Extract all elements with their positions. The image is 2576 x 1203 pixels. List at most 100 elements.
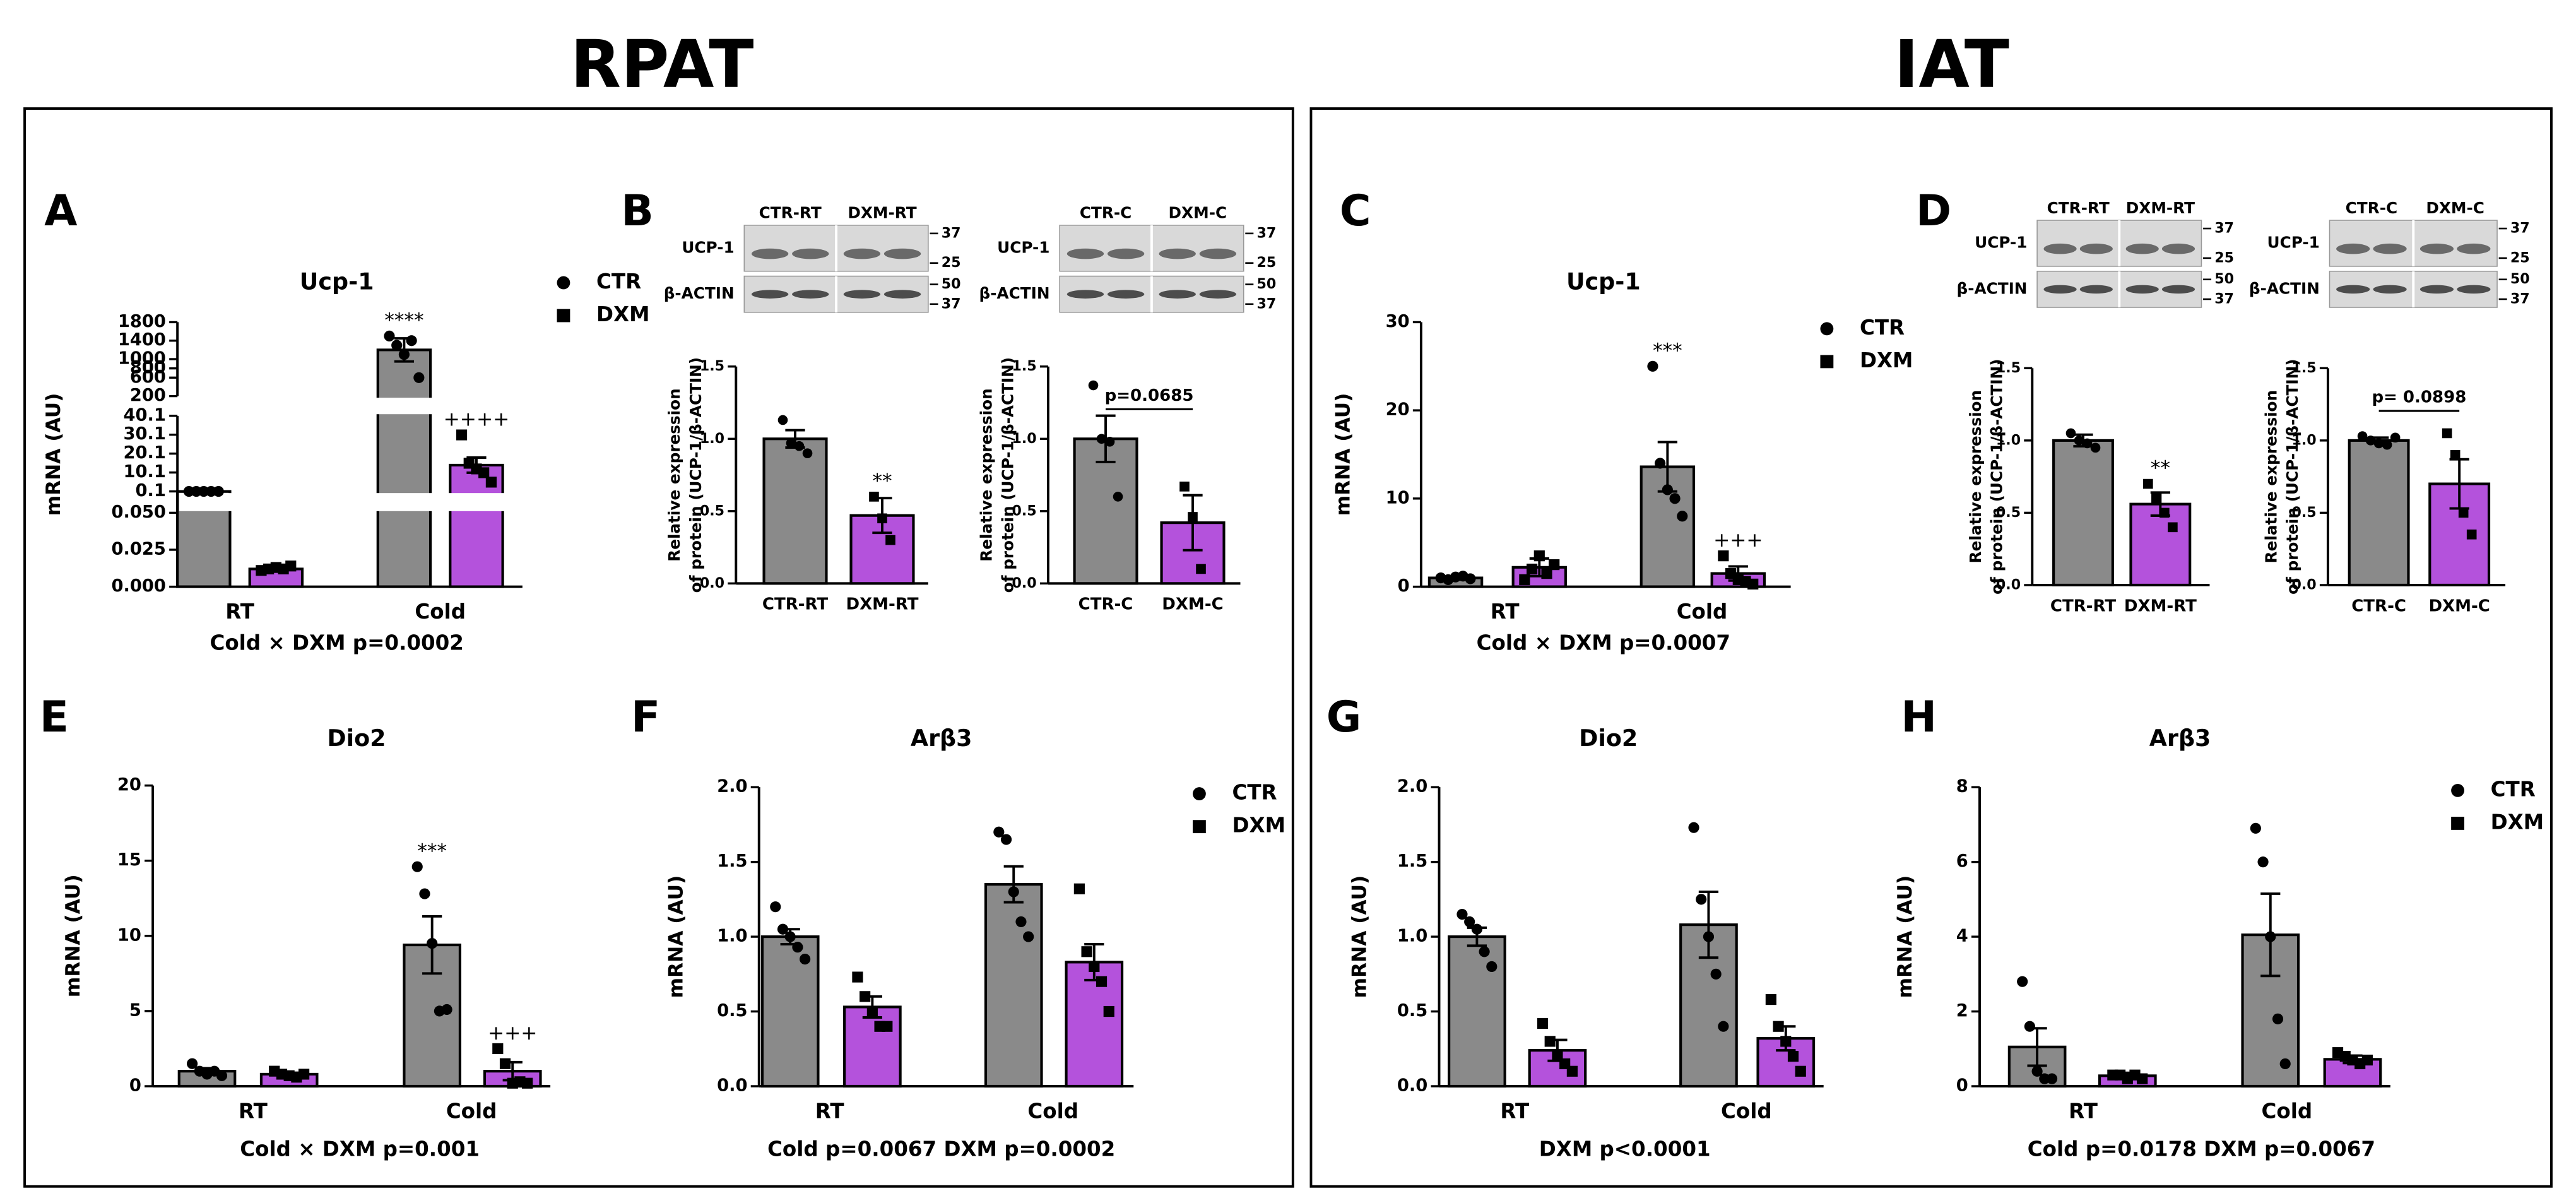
data-point xyxy=(1088,380,1099,391)
data-point xyxy=(2442,428,2452,439)
size-marker: 50 xyxy=(1257,276,1277,292)
blot-band xyxy=(2419,285,2454,294)
blot-band xyxy=(792,290,829,299)
data-point xyxy=(1795,1065,1806,1077)
data-point xyxy=(2074,436,2084,446)
blot-band xyxy=(751,248,789,259)
significance-label: +++ xyxy=(1713,529,1763,552)
x-tick-label: CTR-C xyxy=(1078,595,1133,614)
data-point xyxy=(1081,946,1092,957)
blot-band xyxy=(2336,243,2370,254)
x-tick-label: DXM-RT xyxy=(846,595,919,614)
legend-label: DXM xyxy=(596,302,649,326)
blot-band xyxy=(1199,290,1237,299)
y-tick-label: 2 xyxy=(1956,1001,1968,1021)
y-tick-label: 2.0 xyxy=(1397,777,1427,797)
data-point xyxy=(2137,1073,2148,1084)
legend-marker xyxy=(1820,355,1834,369)
data-point xyxy=(1471,923,1482,935)
blot-band xyxy=(1159,248,1196,259)
data-point xyxy=(1103,1005,1114,1017)
bar xyxy=(984,883,1043,1088)
size-marker: 25 xyxy=(2214,249,2234,266)
data-point xyxy=(786,438,796,448)
y-tick-label: 0.0 xyxy=(717,1076,747,1095)
data-point xyxy=(419,888,430,899)
data-point xyxy=(1008,886,1019,898)
data-point xyxy=(802,448,813,458)
y-tick-label: 40.1 xyxy=(123,405,165,425)
panel-letter: D xyxy=(1916,186,1951,235)
legend-marker xyxy=(1193,787,1206,801)
y-tick-label: 0.5 xyxy=(2292,504,2317,521)
size-marker: 50 xyxy=(2214,271,2234,287)
y-tick-label: 0 xyxy=(129,1076,141,1095)
bar xyxy=(2052,439,2114,587)
data-point xyxy=(1527,564,1538,575)
y-axis-label: Relative expression xyxy=(1966,390,1985,564)
y-tick-label: 0.5 xyxy=(700,502,724,519)
data-point xyxy=(2168,522,2178,533)
group-frame xyxy=(23,107,1294,1188)
error-bar xyxy=(1183,494,1203,552)
data-point xyxy=(413,372,425,383)
x-tick-label: RT xyxy=(225,600,255,624)
data-point xyxy=(852,971,863,983)
data-point xyxy=(794,441,805,451)
y-axis-label: mRNA (AU) xyxy=(665,875,688,999)
data-point xyxy=(492,1043,504,1055)
y-tick-label: 0.5 xyxy=(717,1001,747,1021)
legend-marker xyxy=(1820,322,1834,336)
data-point xyxy=(1465,573,1476,584)
data-point xyxy=(792,942,803,953)
data-point xyxy=(869,492,879,502)
y-tick-label: 0.0 xyxy=(1397,1076,1427,1095)
axis-break xyxy=(179,398,524,415)
y-tick-label: 2.0 xyxy=(717,777,747,797)
data-point xyxy=(1479,946,1490,957)
data-point xyxy=(2382,439,2392,450)
blot-row-label: UCP-1 xyxy=(1975,233,2027,251)
legend-label: CTR xyxy=(2491,777,2536,801)
statistics: Cold p=0.0067 DXM p=0.0002 xyxy=(767,1137,1115,1161)
data-point xyxy=(1089,961,1100,973)
data-point xyxy=(213,485,224,497)
y-tick-label: 0.000 xyxy=(111,576,165,596)
y-tick-label: 10.1 xyxy=(123,462,165,482)
size-marker: 37 xyxy=(2510,290,2530,307)
data-point xyxy=(391,340,403,351)
data-point xyxy=(384,330,395,341)
blot-band xyxy=(2161,243,2195,254)
y-tick-label: 1.0 xyxy=(1012,430,1037,447)
data-point xyxy=(1015,916,1027,927)
data-point xyxy=(1647,360,1658,372)
significance-label: **** xyxy=(384,309,423,332)
significance-label: *** xyxy=(417,840,447,863)
y-tick-label: 1.5 xyxy=(717,851,747,871)
data-point xyxy=(1773,1021,1784,1032)
data-point xyxy=(2373,438,2384,449)
y-tick-label: 1.0 xyxy=(1397,927,1427,946)
x-tick-label: RT xyxy=(1491,600,1520,624)
data-point xyxy=(1486,961,1498,973)
data-point xyxy=(398,349,410,360)
blot-band xyxy=(2373,285,2407,294)
data-point xyxy=(2024,1021,2035,1032)
data-point xyxy=(1196,564,1206,574)
data-point xyxy=(1023,931,1034,942)
x-tick-label: Cold xyxy=(1721,1099,1772,1123)
data-point xyxy=(2031,1065,2043,1077)
y-tick-label: 10 xyxy=(117,925,141,945)
blot-band xyxy=(2419,243,2454,254)
data-point xyxy=(2046,1073,2058,1084)
data-point xyxy=(885,535,895,545)
data-point xyxy=(411,861,423,872)
legend-marker xyxy=(1193,820,1206,834)
data-point xyxy=(2090,442,2101,453)
significance-label: *** xyxy=(1653,340,1682,362)
data-point xyxy=(441,1004,452,1016)
error-bar xyxy=(1698,891,1719,959)
data-point xyxy=(2017,976,2028,987)
data-point xyxy=(770,901,781,913)
